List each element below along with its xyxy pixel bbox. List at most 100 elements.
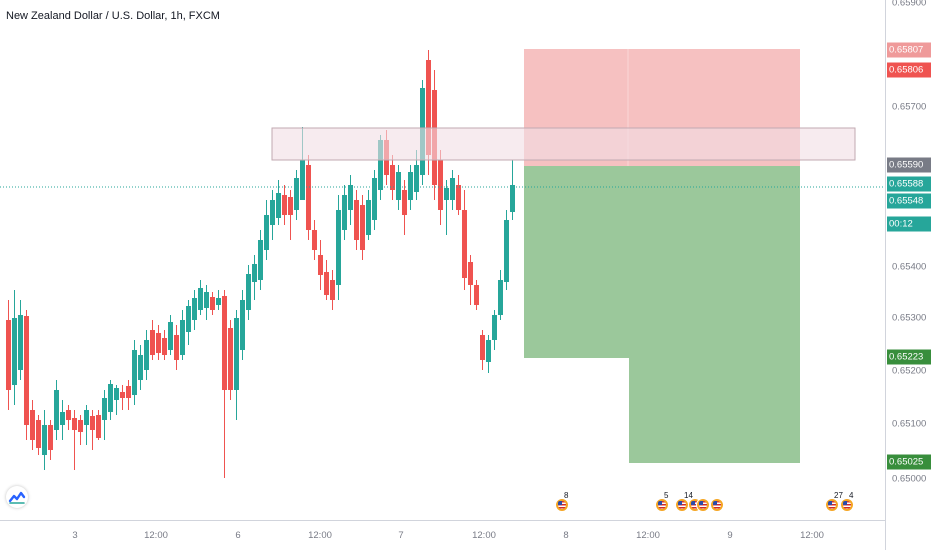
- candle-body: [462, 210, 467, 278]
- candle-body: [348, 185, 353, 210]
- event-count: 14: [684, 491, 693, 500]
- candle-body: [156, 333, 161, 353]
- us-flag-event-icon[interactable]: [655, 498, 669, 512]
- candle-body: [114, 388, 119, 400]
- entry-price-label: 0.65590: [887, 157, 931, 173]
- candle-body: [264, 215, 269, 250]
- candle-body: [474, 285, 479, 305]
- us-flag-event-icon[interactable]: [710, 498, 724, 512]
- candle-body: [144, 340, 149, 370]
- candle-body: [342, 195, 347, 230]
- take-profit-price-label: 0.65223: [887, 349, 931, 365]
- candle-body: [246, 274, 251, 310]
- candle-body: [354, 200, 359, 240]
- event-count: 8: [564, 491, 569, 500]
- time-tick: 12:00: [636, 530, 660, 541]
- tradingview-logo-icon[interactable]: [6, 486, 28, 508]
- last-price-label: 0.65548: [887, 193, 931, 209]
- us-flag-event-icon[interactable]: [555, 498, 569, 512]
- candle-body: [294, 178, 299, 210]
- candle-body: [36, 420, 41, 448]
- candle-body: [66, 410, 71, 420]
- us-flag-event-icon[interactable]: [840, 498, 854, 512]
- candle-body: [126, 386, 131, 398]
- price-tick: 0.65100: [892, 418, 927, 430]
- time-axis[interactable]: 3 12:00 6 12:00 7 12:00 8 12:00 9 12:00: [0, 520, 885, 551]
- candle-body: [60, 412, 65, 425]
- candle-body: [510, 185, 515, 212]
- candle-body: [120, 392, 125, 398]
- candle-body: [456, 185, 461, 210]
- candle-body: [168, 322, 173, 350]
- candle-body: [138, 355, 143, 380]
- candle-body: [204, 292, 209, 308]
- current-price-label: 0.65588: [887, 176, 931, 192]
- stop-loss-price-label: 0.65807: [887, 42, 931, 58]
- candle-body: [300, 160, 305, 200]
- candle-body: [426, 60, 431, 155]
- candle-body: [330, 280, 335, 300]
- time-tick: 12:00: [472, 530, 496, 541]
- price-tick: 0.65400: [892, 261, 927, 273]
- candle-body: [108, 384, 113, 412]
- resistance-zone: [271, 127, 856, 161]
- stop-loss-price-label: 0.65806: [887, 62, 931, 78]
- candle-body: [486, 340, 491, 362]
- candle-body: [228, 328, 233, 390]
- us-flag-event-icon[interactable]: [825, 498, 839, 512]
- time-tick: 12:00: [308, 530, 332, 541]
- time-tick: 12:00: [800, 530, 824, 541]
- price-tick: 0.65700: [892, 101, 927, 113]
- candle-body: [360, 205, 365, 250]
- candle-body: [192, 298, 197, 320]
- candle-body: [30, 410, 35, 440]
- candle-body: [6, 320, 11, 390]
- candle-body: [48, 425, 53, 450]
- candle-body: [54, 390, 59, 430]
- candle-body: [72, 418, 77, 430]
- candle-body: [282, 195, 287, 215]
- candle-body: [132, 350, 137, 395]
- us-flag-event-icon[interactable]: [696, 498, 710, 512]
- candle-body: [438, 160, 443, 210]
- price-tick: 0.65200: [892, 365, 927, 377]
- candle-body: [174, 335, 179, 360]
- bar-countdown-label: 00:12: [887, 216, 931, 232]
- candle-body: [270, 200, 275, 225]
- candle-body: [198, 288, 203, 310]
- candle-body: [336, 210, 341, 285]
- price-tick: 0.65300: [892, 312, 927, 324]
- candle-body: [414, 165, 419, 192]
- candle-body: [252, 264, 257, 282]
- candlestick-chart[interactable]: [0, 0, 885, 520]
- chart-plot-area[interactable]: New Zealand Dollar / U.S. Dollar, 1h, FX…: [0, 0, 885, 520]
- candle-body: [390, 165, 395, 190]
- candle-body: [378, 140, 383, 190]
- time-tick: 9: [727, 530, 733, 541]
- candle-body: [306, 165, 311, 230]
- candle-body: [504, 220, 509, 282]
- candle-body: [258, 240, 263, 280]
- candle-body: [78, 420, 83, 432]
- event-count: 5: [664, 491, 669, 500]
- price-axis[interactable]: 0.65900 0.65700 0.65400 0.65300 0.65200 …: [885, 0, 932, 550]
- candle-body: [324, 272, 329, 295]
- price-tick: 0.65000: [892, 473, 927, 485]
- candle-body: [372, 178, 377, 220]
- candle-body: [90, 416, 95, 430]
- candle-body: [402, 190, 407, 215]
- us-flag-event-icon[interactable]: [675, 498, 689, 512]
- event-count: 4: [849, 491, 854, 500]
- time-tick: 7: [398, 530, 404, 541]
- candle-body: [216, 298, 221, 305]
- candle-body: [468, 262, 473, 285]
- candle-body: [450, 178, 455, 200]
- candle-body: [42, 425, 47, 455]
- time-tick: 3: [72, 530, 78, 541]
- candle-body: [444, 188, 449, 200]
- candle-body: [210, 297, 215, 310]
- time-tick: 12:00: [144, 530, 168, 541]
- candle-body: [186, 306, 191, 332]
- candle-body: [492, 315, 497, 340]
- candle-body: [318, 255, 323, 275]
